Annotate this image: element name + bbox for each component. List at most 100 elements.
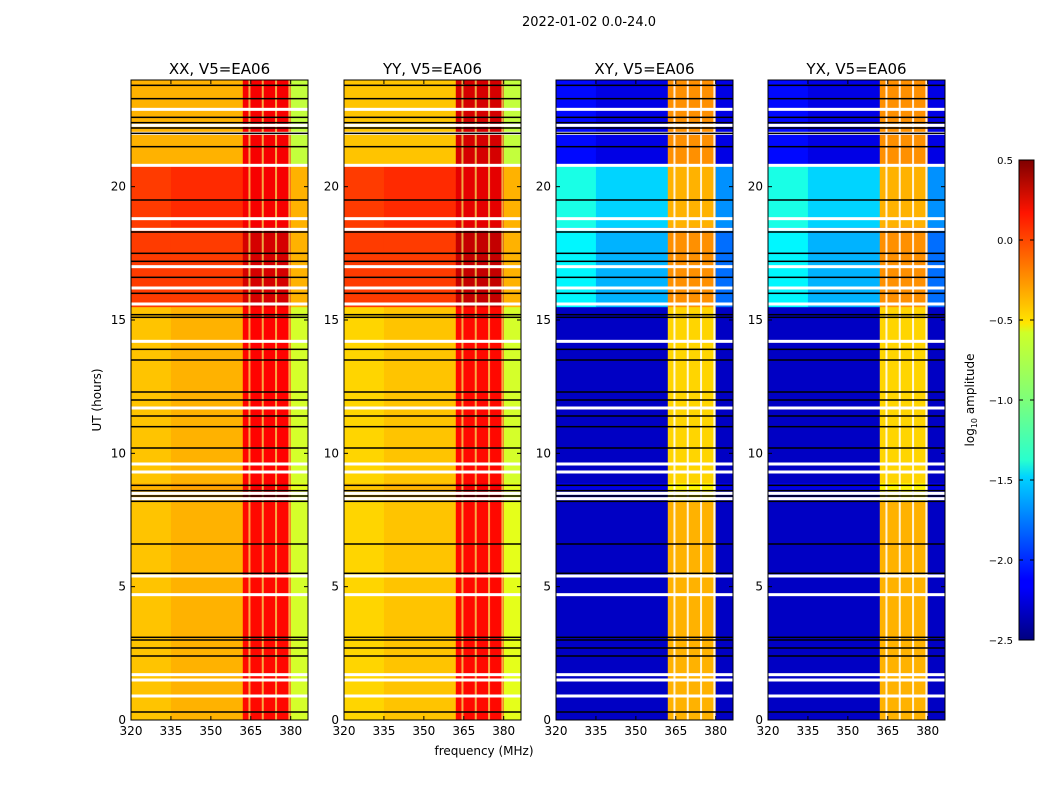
- flagged-row: [768, 673, 945, 677]
- flagged-row: [344, 497, 521, 501]
- x-tick-label: 380: [492, 724, 515, 738]
- black-row: [768, 447, 945, 449]
- heatmap-cell: [242, 306, 292, 484]
- black-row: [131, 231, 308, 233]
- black-row: [768, 655, 945, 657]
- flagged-row: [556, 163, 733, 167]
- heatmap-cell: [768, 165, 809, 228]
- black-row: [344, 132, 521, 135]
- heatmap-cell: [927, 501, 946, 721]
- black-row: [556, 292, 733, 295]
- flagged-row: [768, 123, 945, 127]
- black-row: [556, 391, 733, 393]
- black-row: [344, 447, 521, 449]
- flagged-row: [131, 694, 308, 698]
- flagged-row: [768, 593, 945, 597]
- black-row: [768, 260, 945, 263]
- heatmap-cell: [383, 165, 457, 228]
- black-row: [131, 484, 308, 487]
- colorbar: log10 amplitude 0.5 0.0 −0.5 −1.0 −1.5 −2.0 −2…: [963, 156, 1035, 647]
- panel-title: YY, V5=EA06: [382, 60, 482, 78]
- x-tick-label: 380: [704, 724, 727, 738]
- black-row: [344, 260, 521, 263]
- heatmap-cell: [715, 165, 734, 228]
- black-row: [344, 313, 521, 316]
- black-row: [768, 391, 945, 393]
- black-row: [344, 292, 521, 295]
- panel-yy: YY, V5=EA06 320 335 350 365 380 0 5 10 15 20: [324, 60, 522, 738]
- flagged-row: [556, 462, 733, 466]
- flagged-row: [131, 227, 308, 231]
- black-row: [556, 116, 733, 119]
- black-row: [344, 415, 521, 417]
- black-row: [131, 121, 308, 124]
- black-row: [556, 636, 733, 639]
- black-row: [131, 292, 308, 295]
- panel-yx: YX, V5=EA06 320 335 350 365 380 0 5 10 15 20: [748, 60, 946, 738]
- black-row: [768, 399, 945, 401]
- panel-frame: [343, 79, 522, 721]
- flagged-row: [768, 462, 945, 466]
- y-tick-label: 0: [755, 713, 763, 727]
- heatmap-cell: [768, 306, 809, 484]
- black-row: [131, 391, 308, 393]
- black-row: [768, 84, 945, 87]
- black-row: [768, 231, 945, 233]
- x-tick-label: 320: [545, 724, 568, 738]
- black-row: [768, 313, 945, 316]
- flagged-row: [344, 593, 521, 597]
- flagged-row: [556, 123, 733, 127]
- flagged-row: [131, 470, 308, 474]
- x-tick-label: 320: [757, 724, 780, 738]
- black-row: [556, 711, 733, 713]
- y-tick-label: 10: [324, 446, 339, 460]
- black-row: [344, 231, 521, 233]
- black-row: [556, 655, 733, 657]
- panel-xy: XY, V5=EA06 320 335 350 365 380 0 5 10 15 20: [536, 60, 734, 738]
- black-row: [131, 348, 308, 351]
- y-tick-label: 15: [748, 313, 763, 327]
- flagged-row: [131, 107, 308, 111]
- black-row: [556, 543, 733, 545]
- black-row: [131, 116, 308, 119]
- flagged-row: [556, 339, 733, 343]
- y-tick-label: 0: [118, 713, 126, 727]
- x-tick-label: 350: [412, 724, 435, 738]
- black-row: [131, 447, 308, 449]
- black-row: [131, 636, 308, 639]
- heatmap-cell: [667, 501, 717, 721]
- black-row: [131, 252, 308, 255]
- black-row: [131, 655, 308, 657]
- flagged-row: [556, 107, 733, 111]
- flagged-row: [768, 265, 945, 269]
- flagged-row: [131, 678, 308, 682]
- black-row: [556, 231, 733, 233]
- black-row: [556, 199, 733, 201]
- black-row: [131, 543, 308, 545]
- heatmap-cell: [667, 306, 717, 484]
- panel-title: XX, V5=EA06: [169, 60, 270, 78]
- black-row: [131, 399, 308, 401]
- y-tick-label: 15: [111, 313, 126, 327]
- y-tick-label: 15: [324, 313, 339, 327]
- x-tick-label: 365: [452, 724, 475, 738]
- black-row: [131, 276, 308, 279]
- flagged-row: [556, 227, 733, 231]
- black-row: [344, 199, 521, 201]
- flagged-row: [768, 302, 945, 306]
- flagged-row: [556, 217, 733, 221]
- colorbar-tick-label: 0.0: [997, 236, 1013, 247]
- heatmap-cell: [383, 306, 457, 484]
- black-row: [556, 348, 733, 351]
- y-tick-label: 0: [543, 713, 551, 727]
- colorbar-label-sub: 10: [970, 418, 979, 428]
- flagged-row: [131, 574, 308, 578]
- black-row: [344, 489, 521, 492]
- colorbar-tick-label: −0.5: [989, 316, 1013, 327]
- y-tick-label: 20: [111, 180, 126, 194]
- black-row: [131, 489, 308, 492]
- black-row: [768, 116, 945, 119]
- flagged-row: [131, 302, 308, 306]
- black-row: [131, 572, 308, 575]
- heatmap-cell: [344, 501, 385, 721]
